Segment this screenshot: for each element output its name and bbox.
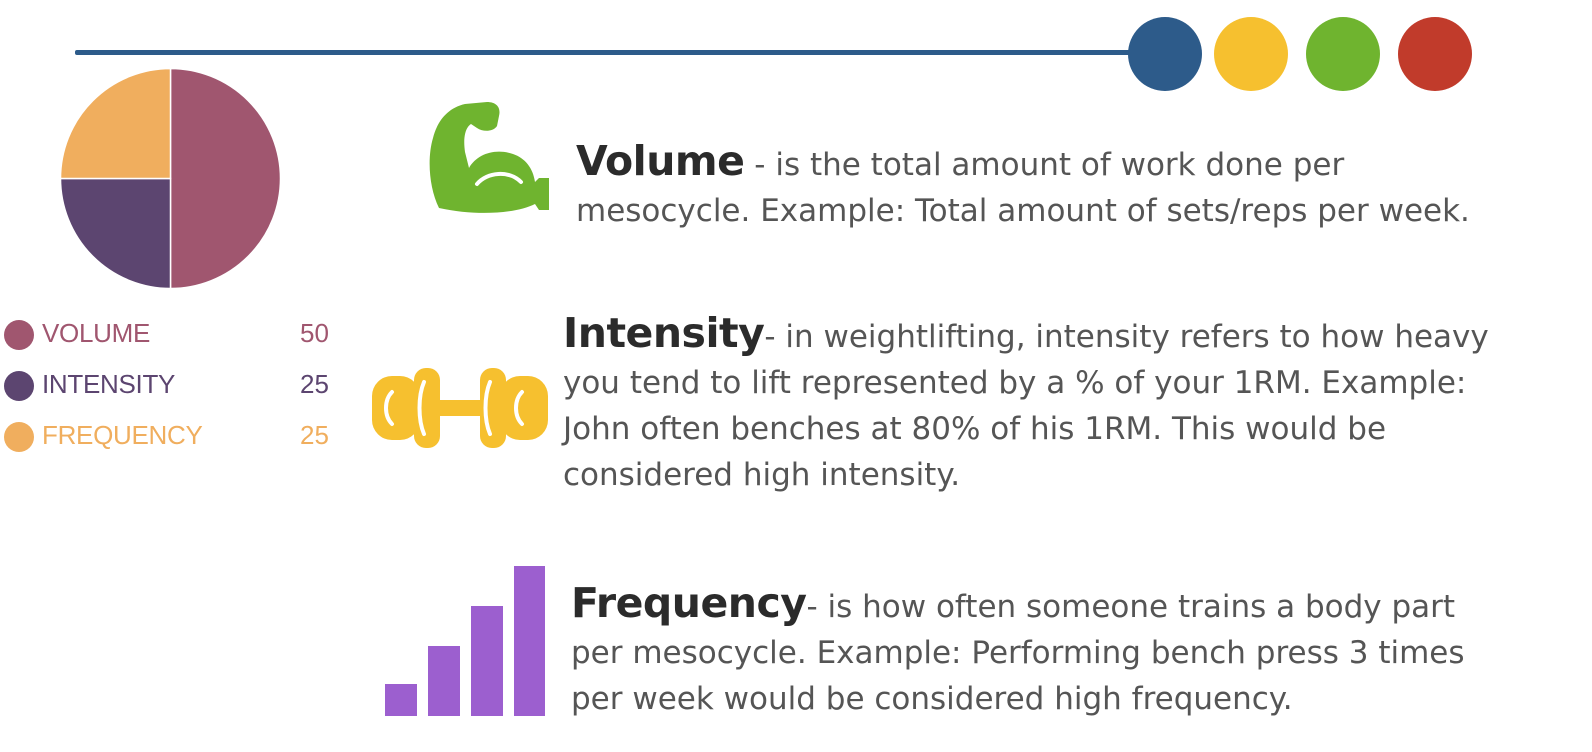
header-line <box>75 50 1165 55</box>
legend-item-volume: VOLUME 50 <box>4 314 344 354</box>
dumbbell-icon <box>372 368 548 448</box>
legend-swatch-frequency <box>4 422 34 452</box>
volume-line2: mesocycle. Example: Total amount of sets… <box>576 193 1470 229</box>
intensity-description: Intensity- in weightlifting, intensity r… <box>563 310 1489 498</box>
legend-value-frequency: 25 <box>300 420 329 450</box>
blue-dot <box>1128 17 1202 91</box>
volume-description: Volume - is the total amount of work don… <box>576 138 1470 234</box>
flexed-arm-icon <box>429 102 549 213</box>
legend-label-intensity: INTENSITY <box>42 369 176 399</box>
legend-value-intensity: 25 <box>300 369 329 399</box>
green-dot <box>1306 17 1380 91</box>
volume-line1: - is the total amount of work done per <box>744 147 1345 183</box>
legend-swatch-volume <box>4 320 34 350</box>
intensity-line1: - in weightlifting, intensity refers to … <box>764 319 1489 355</box>
legend-value-volume: 50 <box>300 318 329 348</box>
bar-chart-icon <box>385 566 545 716</box>
red-dot <box>1398 17 1472 91</box>
legend-label-frequency: FREQUENCY <box>42 420 203 450</box>
frequency-description: Frequency- is how often someone trains a… <box>571 580 1465 722</box>
intensity-term: Intensity <box>563 309 765 357</box>
volume-term: Volume <box>576 137 745 185</box>
pie-chart <box>60 68 281 289</box>
pie-slice-frequency <box>60 68 172 180</box>
legend-label-volume: VOLUME <box>42 318 151 348</box>
legend-swatch-intensity <box>4 371 34 401</box>
frequency-line3: per week would be considered high freque… <box>571 681 1293 717</box>
intensity-line3: John often benches at 80% of his 1RM. Th… <box>563 411 1387 447</box>
intensity-line2: you tend to lift represented by a % of y… <box>563 365 1467 401</box>
legend-item-frequency: FREQUENCY 25 <box>4 416 344 456</box>
frequency-line1: - is how often someone trains a body par… <box>806 589 1456 625</box>
frequency-line2: per mesocycle. Example: Performing bench… <box>571 635 1465 671</box>
pie-slice-volume <box>169 68 281 289</box>
intensity-line4: considered high intensity. <box>563 457 961 493</box>
pie-slice-intensity <box>60 177 172 289</box>
legend-item-intensity: INTENSITY 25 <box>4 365 344 405</box>
frequency-term: Frequency <box>571 579 807 627</box>
yellow-dot <box>1214 17 1288 91</box>
